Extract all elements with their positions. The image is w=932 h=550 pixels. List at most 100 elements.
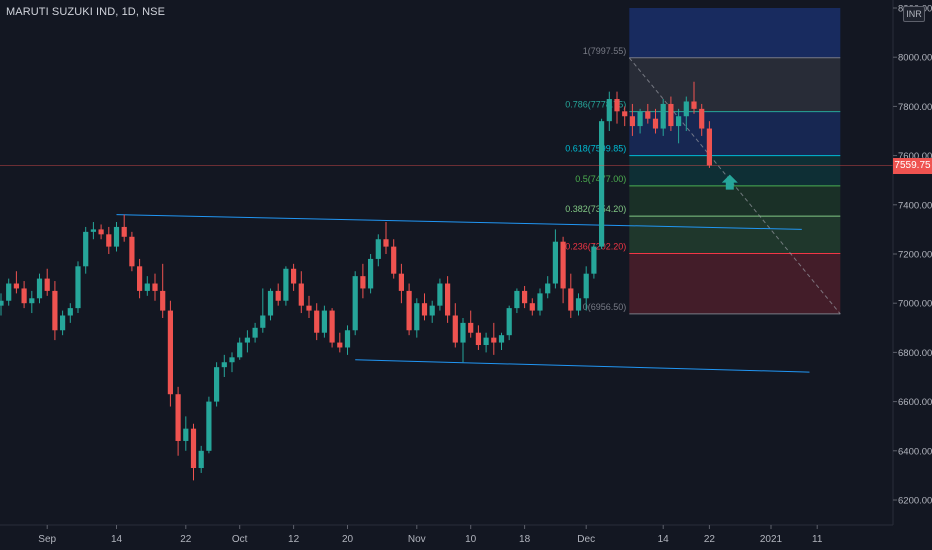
candle-body	[291, 268, 297, 284]
candle-body	[360, 276, 366, 289]
fib-level-label: 0.618(7599.85)	[565, 144, 626, 154]
candle-body	[583, 273, 589, 299]
candle-body	[298, 283, 304, 306]
candle-body	[152, 283, 158, 291]
y-tick-label: 6400.00	[898, 446, 932, 457]
x-tick-label: 2021	[760, 534, 783, 545]
candle-body	[529, 303, 535, 311]
candle-body	[144, 283, 150, 291]
candle-body	[60, 315, 66, 331]
candle-body	[668, 103, 674, 127]
candle-body	[175, 394, 181, 441]
candle-body	[321, 310, 327, 333]
fib-trend-dashed	[628, 57, 841, 315]
price-axis-bg	[893, 0, 932, 550]
currency-button[interactable]: INR	[903, 6, 925, 22]
candle-body	[652, 118, 659, 129]
candle-body	[429, 305, 435, 316]
candle-body	[398, 273, 404, 291]
y-tick-label: 7000.00	[898, 299, 932, 310]
candle-body	[90, 229, 96, 232]
candle-body	[591, 246, 597, 274]
candle-body	[283, 268, 289, 301]
candle-body	[676, 116, 682, 127]
candle-body	[699, 108, 705, 129]
last-price-label: 7559.75	[893, 157, 932, 174]
candle-body	[552, 241, 558, 284]
candle-body	[483, 337, 489, 346]
candle-body	[622, 111, 628, 117]
candle-body	[229, 357, 235, 363]
annotations	[721, 174, 738, 190]
candle-body	[6, 283, 12, 301]
candle-body	[468, 322, 474, 333]
candle-body	[275, 290, 281, 301]
trendlines[interactable]	[116, 214, 810, 373]
symbol-title: MARUTI SUZUKI IND, 1D, NSE	[6, 6, 166, 18]
candle-body	[221, 362, 227, 368]
y-tick-label: 6200.00	[898, 496, 932, 507]
candle-body	[614, 99, 620, 112]
candle-body	[629, 116, 635, 127]
candlestick-series	[0, 81, 712, 481]
candle-body	[160, 290, 166, 311]
candle-body	[368, 258, 374, 289]
candle-body	[52, 290, 58, 331]
candle-body	[337, 342, 343, 348]
candle-body	[129, 236, 135, 267]
x-tick-label: 14	[658, 534, 670, 545]
candle-body	[137, 266, 143, 291]
x-tick-label: Nov	[408, 534, 426, 545]
candle-body	[344, 330, 351, 348]
x-tick-label: 20	[342, 534, 354, 545]
time-axis-bg	[0, 525, 932, 550]
y-tick-label: 7800.00	[898, 102, 932, 113]
candle-body	[113, 226, 120, 247]
candle-body	[452, 315, 458, 343]
candle-body	[183, 428, 189, 441]
y-tick-label: 6600.00	[898, 397, 932, 408]
candle-body	[437, 283, 443, 306]
x-tick-label: 14	[111, 534, 123, 545]
candle-body	[206, 401, 212, 451]
y-tick-label: 6800.00	[898, 348, 932, 359]
candle-body	[36, 278, 43, 299]
candle-body	[21, 288, 27, 304]
fib-zone-1	[629, 57, 841, 112]
candle-body	[198, 450, 204, 469]
candle-body	[383, 239, 389, 247]
candle-body	[260, 315, 266, 328]
candle-body	[568, 288, 574, 311]
fib-level-label: 0.786(7778.75)	[565, 100, 626, 110]
fib-level-label: 0(6956.50)	[583, 302, 627, 312]
fib-level-label: 0.382(7354.20)	[565, 204, 626, 214]
candle-body	[190, 428, 197, 469]
candle-body	[375, 239, 381, 259]
candle-body	[545, 283, 551, 294]
candle-body	[691, 101, 697, 109]
candle-body	[391, 246, 397, 274]
candle-body	[599, 121, 605, 247]
candle-body	[475, 332, 481, 346]
candle-body	[506, 308, 512, 336]
plot-area	[0, 0, 893, 525]
candle-body	[606, 99, 612, 122]
candle-body	[560, 241, 566, 289]
candle-body	[13, 283, 19, 289]
candle-body	[329, 310, 335, 343]
candle-body	[75, 266, 81, 309]
candle-body	[660, 103, 666, 129]
x-tick-label: Dec	[577, 534, 595, 545]
x-tick-label: 11	[812, 534, 823, 545]
candle-body	[167, 310, 173, 395]
candle-body	[406, 290, 412, 331]
candle-body	[352, 276, 358, 331]
y-tick-label: 7200.00	[898, 250, 932, 261]
candle-body	[306, 305, 312, 311]
candle-body	[0, 300, 4, 306]
candle-body	[83, 231, 89, 267]
candle-body	[106, 234, 112, 247]
candle-body	[575, 298, 582, 311]
candle-body	[244, 337, 250, 343]
